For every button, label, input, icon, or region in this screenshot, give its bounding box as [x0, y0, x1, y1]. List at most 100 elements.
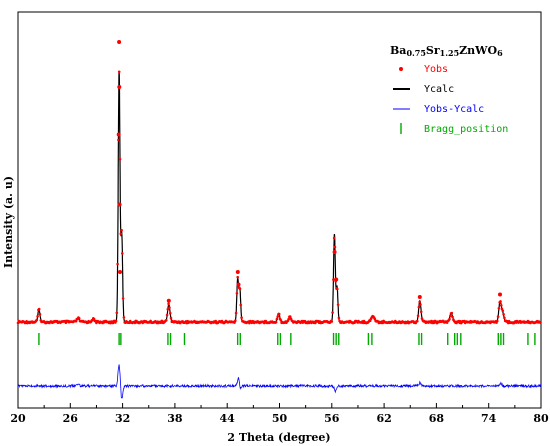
legend: Ba0.75Sr1.25ZnWO6 Yobs Ycalc Yobs-Ycalc Bra… [390, 44, 508, 135]
yobs-point [498, 292, 502, 297]
yobs-point [77, 317, 81, 320]
yobs-point [373, 317, 377, 321]
yobs-point [368, 319, 372, 323]
x-tick-label: 74 [481, 412, 497, 425]
yobs-point [214, 319, 217, 323]
yobs-point [121, 252, 124, 255]
yobs-point [275, 317, 279, 321]
yobs-point [331, 311, 334, 314]
yobs-point [119, 232, 123, 235]
legend-label: Yobs-Ycalc [424, 104, 484, 115]
yobs-point [496, 319, 499, 323]
yobs-point [115, 311, 119, 315]
legend-label: Ycalc [424, 84, 454, 95]
x-tick-label: 68 [429, 412, 445, 425]
legend-label: Yobs [424, 64, 448, 75]
legend-entry-yobs: Yobs [399, 64, 448, 75]
yobs-point [337, 316, 341, 320]
yobs-point [166, 308, 170, 311]
x-tick-label: 38 [167, 412, 183, 425]
yobs-point [448, 317, 451, 321]
legend-title-part: Ba [390, 44, 406, 57]
legend-marker-dot [399, 67, 403, 71]
yobs-point [116, 262, 119, 266]
yobs-point [234, 319, 237, 323]
yobs-point [332, 278, 335, 281]
yobs-point [496, 315, 500, 318]
y-axis-title: Intensity (a. u) [2, 176, 15, 268]
yobs-point [451, 315, 454, 319]
yobs-point [497, 307, 501, 310]
legend-title-subscript: 0.75 [406, 48, 425, 58]
yobs-point [120, 228, 123, 232]
x-tick-label: 32 [115, 412, 130, 425]
yobs-point [235, 270, 240, 274]
yobs-point [499, 300, 502, 303]
x-tick-label: 44 [220, 412, 236, 425]
x-axis-title: 2 Theta (degree) [227, 431, 330, 444]
yobs-point [168, 311, 172, 315]
yobs-point [169, 316, 173, 320]
yobs-point [37, 307, 41, 311]
bragg-positions [38, 333, 536, 345]
yobs-point [117, 70, 121, 74]
x-tick-label: 62 [376, 412, 391, 425]
yobs-point [117, 85, 122, 89]
yobs-point [92, 317, 96, 321]
yobs-point [38, 312, 42, 316]
yobs-point [121, 297, 125, 300]
yobs-point [240, 316, 243, 320]
yobs-point [417, 305, 421, 309]
yobs-point [500, 304, 503, 307]
yobs-point [117, 202, 122, 207]
yobs-point [168, 306, 171, 309]
yobs-point [417, 295, 422, 299]
yobs-point [248, 321, 251, 325]
yobs-point [74, 319, 78, 323]
legend-title-part: ZnWO [459, 44, 497, 57]
yobs-point [239, 303, 243, 307]
x-tick-label: 56 [324, 412, 340, 425]
yobs-point [279, 318, 283, 322]
legend-entry-ycalc: Ycalc [393, 84, 454, 95]
yobs-point [419, 303, 422, 306]
yobs-point [118, 270, 122, 274]
yobs-point [503, 316, 506, 320]
yobs-point [133, 321, 137, 325]
yobs-point [332, 236, 336, 240]
yobs-point [450, 311, 454, 315]
yobs-point [419, 310, 423, 314]
legend-entry-bragg-position: Bragg_position [400, 123, 508, 135]
yobs-point [235, 292, 239, 295]
yobs-point [35, 318, 39, 322]
yobs-point [314, 321, 317, 325]
yobs-point [36, 315, 39, 318]
yobs-point [236, 275, 239, 279]
legend-title-subscript: 6 [497, 48, 503, 58]
x-tick-label: 20 [10, 412, 26, 425]
yobs-point [330, 320, 334, 323]
difference-curve [17, 364, 542, 399]
legend-entry-yobs-ycalc: Yobs-Ycalc [393, 104, 484, 115]
yobs-point [277, 312, 281, 316]
yobs-point [117, 138, 120, 142]
yobs-point [122, 316, 126, 319]
yobs-point [336, 303, 340, 307]
yobs-point [116, 132, 121, 137]
yobs-point [165, 318, 168, 322]
yobs-point [336, 287, 339, 291]
x-tick-label: 50 [272, 412, 288, 425]
yobs-point [238, 287, 242, 291]
yobs-point [236, 282, 241, 287]
yobs-point [165, 313, 169, 317]
yobs-point [416, 319, 419, 323]
legend-title-subscript: 1.25 [440, 48, 459, 58]
yobs-point [287, 317, 291, 321]
legend-title: Ba0.75Sr1.25ZnWO6 [390, 44, 503, 58]
yobs-point [167, 302, 170, 306]
yobs-point [117, 40, 122, 44]
yobs-point [334, 277, 339, 282]
yobs-point [288, 315, 292, 318]
yobs-point [502, 313, 505, 316]
